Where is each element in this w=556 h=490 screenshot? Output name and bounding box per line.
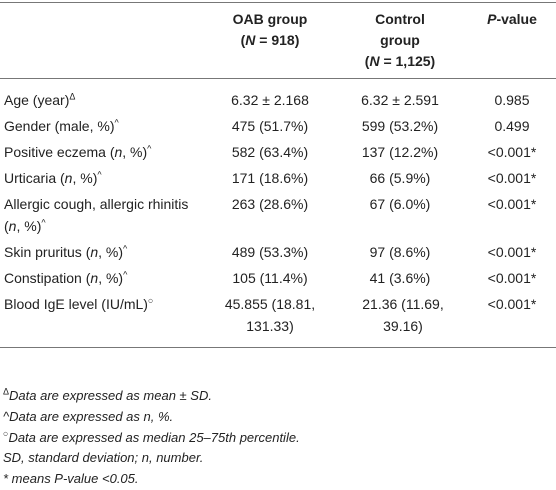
header-text: = 918)	[255, 32, 300, 48]
cell: <0.001*	[487, 244, 537, 260]
header-text: OAB group	[232, 11, 308, 27]
row: Blood IgE level (IU/mL)○ 45.855 (18.81, 1…	[0, 291, 556, 348]
label-text: Allergic cough, allergic rhinitis (	[4, 196, 189, 234]
footnote-text: * means P-value <0.05.	[3, 471, 139, 487]
header-text: Control	[375, 11, 425, 27]
label-text: n	[90, 244, 99, 260]
footnote: ^Data are expressed as n, %.	[3, 407, 300, 428]
footnote-text: SD, standard deviation; n, number.	[3, 450, 204, 466]
cell: 105 (11.4%)	[232, 270, 308, 286]
label-text: Skin pruritus (	[4, 244, 91, 260]
label-text: Urticaria (	[4, 170, 65, 186]
label-mark: ^	[147, 143, 152, 154]
cell: 6.32 ± 2.591	[361, 92, 439, 108]
cell: 97 (8.6%)	[369, 244, 431, 260]
label-mark: ^	[123, 269, 128, 280]
header-text: (	[240, 32, 246, 48]
label-text: , %)	[72, 170, 98, 186]
label-text: n	[90, 270, 99, 286]
label-text: , %)	[122, 144, 148, 160]
footnote-text: ^Data are expressed as n, %.	[3, 408, 174, 424]
footnotes: ΔData are expressed as mean ± SD. ^Data …	[3, 386, 300, 490]
header-cell: Control group (N = 1,125)	[332, 3, 468, 79]
cell: 489 (53.3%)	[231, 244, 309, 260]
footnote: ○Data are expressed as median 25–75th pe…	[3, 428, 300, 449]
row-label: Skin pruritus (n, %)^	[0, 239, 208, 265]
cell: 582 (63.4%)	[231, 144, 309, 160]
row-label: Positive eczema (n, %)^	[0, 139, 208, 165]
cell: 6.32 ± 2.168	[231, 92, 309, 108]
header-text: P	[487, 11, 497, 27]
row-label: Gender (male, %)^	[0, 113, 208, 139]
label-text: Blood IgE level (IU/mL)	[4, 296, 148, 312]
header-cell: OAB group (N = 918)	[208, 3, 332, 79]
cell: 66 (5.9%)	[369, 170, 431, 186]
label-mark: ^	[41, 217, 46, 228]
label-text: n	[8, 218, 17, 234]
row-label: Allergic cough, allergic rhinitis (n, %)…	[0, 191, 208, 239]
cell: 0.985	[494, 92, 530, 108]
header-row: OAB group (N = 918) Control group (N = 1,12…	[0, 2, 556, 79]
row-label: Blood IgE level (IU/mL)○	[0, 291, 208, 348]
label-mark: ○	[147, 295, 154, 306]
row: Allergic cough, allergic rhinitis (n, %)…	[0, 191, 556, 239]
header-text: -value	[496, 11, 537, 27]
header-cell	[0, 3, 208, 79]
cell: 21.36 (11.69, 39.16)	[362, 296, 444, 334]
cell: 45.855 (18.81, 131.33)	[224, 296, 316, 334]
label-text: , %)	[16, 218, 42, 234]
footnote: SD, standard deviation; n, number.	[3, 448, 300, 469]
footnote-mark: Δ	[3, 386, 10, 397]
label-text: , %)	[98, 270, 124, 286]
cell: 599 (53.2%)	[361, 118, 439, 134]
cell: 41 (3.6%)	[369, 270, 431, 286]
cell: <0.001*	[487, 296, 537, 312]
row-label: Constipation (n, %)^	[0, 265, 208, 291]
cell: 0.499	[494, 118, 530, 134]
cell: <0.001*	[487, 170, 537, 186]
label-text: , %)	[98, 244, 124, 260]
row: Urticaria (n, %)^ 171 (18.6%) 66 (5.9%) <0.…	[0, 165, 556, 191]
row-label: Urticaria (n, %)^	[0, 165, 208, 191]
row: Age (year)Δ 6.32 ± 2.168 6.32 ± 2.591 0.985	[0, 79, 556, 114]
label-mark: ^	[114, 117, 119, 128]
header-text: N	[245, 32, 256, 48]
header-text: group	[380, 32, 420, 48]
label-text: Positive eczema (	[4, 144, 115, 160]
cell: <0.001*	[487, 196, 537, 212]
footnote-text: Data are expressed as mean ± SD.	[9, 388, 212, 403]
label-text: Constipation (	[4, 270, 91, 286]
row: Positive eczema (n, %)^ 582 (63.4%) 137 (1…	[0, 139, 556, 165]
footnote: ΔData are expressed as mean ± SD.	[3, 386, 300, 407]
cell: 137 (12.2%)	[361, 144, 439, 160]
cell: 171 (18.6%)	[231, 170, 309, 186]
label-mark: Δ	[69, 91, 76, 102]
label-mark: ^	[97, 169, 102, 180]
cell: <0.001*	[487, 270, 537, 286]
header-text: (	[364, 53, 370, 69]
row: Gender (male, %)^ 475 (51.7%) 599 (53.2%) 0…	[0, 113, 556, 139]
cell: 475 (51.7%)	[231, 118, 309, 134]
cell: <0.001*	[487, 144, 537, 160]
label-text: Age (year)	[4, 92, 70, 108]
label-mark: ^	[123, 243, 128, 254]
label-text: Gender (male, %)	[4, 118, 115, 134]
cell: 263 (28.6%)	[231, 196, 309, 212]
footnote: * means P-value <0.05.	[3, 469, 300, 490]
footnote-text: Data are expressed as median 25–75th per…	[8, 429, 300, 445]
header-text: = 1,125)	[379, 53, 436, 69]
row-label: Age (year)Δ	[0, 79, 208, 114]
row: Constipation (n, %)^ 105 (11.4%) 41 (3.6%)…	[0, 265, 556, 291]
label-text: n	[64, 170, 73, 186]
footnote-mark: ○	[3, 428, 9, 439]
header-text: N	[369, 53, 380, 69]
row: Skin pruritus (n, %)^ 489 (53.3%) 97 (8.6%…	[0, 239, 556, 265]
header-cell: P-value	[468, 3, 556, 79]
label-text: n	[114, 144, 123, 160]
data-table: OAB group (N = 918) Control group (N = 1,12…	[0, 2, 556, 348]
cell: 67 (6.0%)	[369, 196, 431, 212]
